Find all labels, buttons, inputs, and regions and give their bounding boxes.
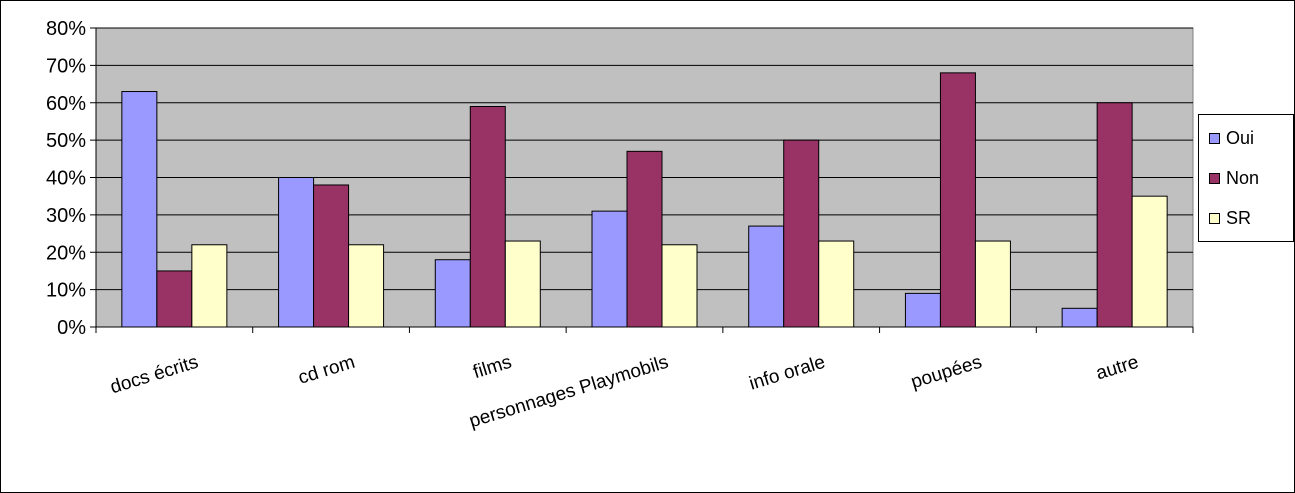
- bar-sr-1: [348, 244, 385, 328]
- bar-non-5: [939, 72, 976, 328]
- y-tick-label: 50%: [46, 130, 86, 152]
- y-tick-label: 40%: [46, 168, 86, 190]
- legend-item-non: Non: [1209, 167, 1259, 189]
- x-category-label: autre: [1094, 352, 1142, 385]
- y-tick-label: 80%: [46, 18, 86, 40]
- bar-non-0: [156, 270, 193, 328]
- legend-item-oui: Oui: [1209, 127, 1254, 149]
- x-category-label: cd rom: [296, 352, 358, 389]
- bar-non-3: [626, 150, 663, 328]
- bar-oui-4: [748, 225, 785, 328]
- y-tick-label: 0%: [57, 317, 86, 339]
- bar-sr-2: [504, 240, 541, 328]
- bar-oui-1: [278, 177, 315, 328]
- bar-sr-3: [661, 244, 698, 328]
- bar-non-2: [469, 105, 506, 328]
- x-category-label: info orale: [747, 352, 828, 395]
- bar-oui-3: [591, 210, 628, 328]
- bar-oui-5: [904, 292, 941, 328]
- bar-sr-0: [191, 244, 228, 328]
- bar-non-4: [783, 139, 820, 328]
- bar-sr-5: [974, 240, 1011, 328]
- legend-item-sr: SR: [1209, 207, 1251, 229]
- y-tick-label: 20%: [46, 242, 86, 264]
- y-tick-label: 70%: [46, 55, 86, 77]
- x-category-label: poupées: [909, 352, 985, 393]
- bar-oui-6: [1061, 307, 1098, 328]
- y-tick-label: 10%: [46, 280, 86, 302]
- bar-non-6: [1096, 102, 1133, 328]
- legend-swatch-sr: [1209, 212, 1220, 224]
- legend-label-non: Non: [1226, 167, 1260, 188]
- bar-sr-4: [818, 240, 855, 328]
- y-tick-label: 60%: [46, 93, 86, 115]
- bar-oui-0: [121, 91, 158, 328]
- legend-swatch-non: [1209, 172, 1220, 184]
- legend-label-sr: SR: [1226, 207, 1252, 228]
- legend-label-oui: Oui: [1226, 127, 1255, 148]
- bar-oui-2: [434, 259, 471, 328]
- legend-swatch-oui: [1209, 132, 1220, 144]
- x-category-label: docs écrits: [108, 352, 201, 399]
- bar-sr-6: [1131, 195, 1168, 328]
- y-tick-label: 30%: [46, 205, 86, 227]
- bar-non-1: [313, 184, 350, 328]
- x-category-label: films: [471, 352, 514, 384]
- chart-legend: Oui Non SR: [1198, 114, 1294, 242]
